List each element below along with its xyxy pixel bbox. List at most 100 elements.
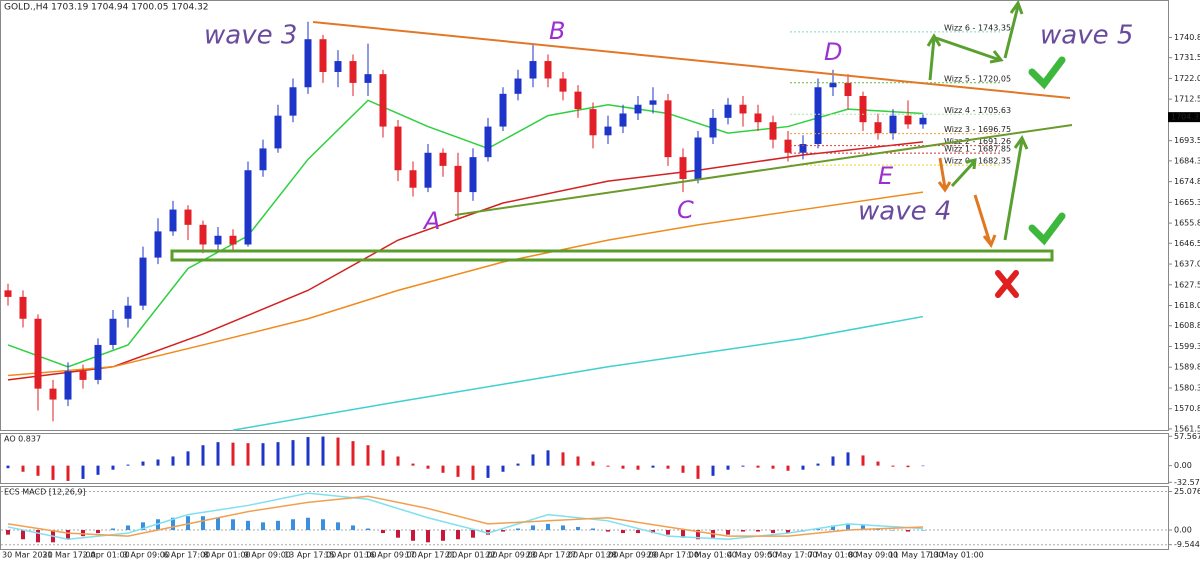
macd-bar — [96, 530, 100, 534]
x-tick-label: 29 Apr 17:00 — [647, 551, 699, 560]
annotation: wave 4 — [858, 197, 951, 227]
ao-bar — [501, 465, 505, 472]
y-tick-label: 1561.55 — [1174, 424, 1200, 433]
ao-bar — [171, 456, 175, 466]
macd-bar — [471, 530, 475, 538]
macd-bar — [831, 525, 835, 531]
macd-bar — [111, 528, 115, 531]
y-tick-label: 1731.55 — [1174, 53, 1200, 62]
wave-label: C — [677, 196, 694, 224]
macd-bar — [681, 530, 685, 538]
ao-bar — [621, 465, 625, 469]
ao-panel — [0, 433, 1169, 484]
macd-bar — [381, 530, 385, 534]
ao-bar — [36, 465, 40, 476]
macd-bar — [411, 530, 415, 541]
candle-body — [829, 82, 837, 88]
ao-bar — [531, 454, 535, 466]
ao-bar — [651, 465, 655, 468]
macd-bar — [306, 517, 310, 531]
ao-bar — [696, 465, 700, 479]
x-tick-label: 11 May 17:00 — [889, 551, 944, 560]
macd-bar — [546, 523, 550, 531]
macd-bar — [696, 530, 700, 540]
candle-body — [154, 231, 162, 258]
candle-body — [229, 235, 237, 245]
x-tick-label: 31 Mar 17:00 — [42, 551, 95, 560]
ao-bar — [921, 465, 925, 467]
candle-body — [439, 152, 447, 166]
x-tick-label: 7 May 01:00 — [808, 551, 858, 560]
ao-bar — [846, 452, 850, 466]
ao-bar — [111, 465, 115, 470]
price-tag-label: 1704.32 — [1171, 113, 1200, 122]
candle-body — [184, 209, 192, 225]
macd-bar — [621, 530, 625, 534]
candle-body — [304, 39, 312, 88]
macd-bar — [756, 530, 760, 532]
ao-bar — [861, 455, 865, 466]
macd-bar — [456, 530, 460, 540]
candle-body — [124, 305, 132, 319]
x-tick-label: 3 Apr 09:00 — [123, 551, 170, 560]
macd-bar — [771, 530, 775, 534]
macd-bar — [861, 525, 865, 531]
ao-bar — [231, 442, 235, 466]
macd-bar — [891, 530, 895, 531]
x-tick-label: 5 May 17:00 — [768, 551, 818, 560]
macd-bar — [666, 530, 670, 535]
y-tick-label: 1655.80 — [1174, 219, 1200, 228]
ao-bar — [891, 465, 895, 467]
x-tick-label: 21 Apr 01:00 — [445, 551, 497, 560]
ao-bar — [561, 452, 565, 466]
ao-bar — [636, 465, 640, 470]
ao-bar — [426, 465, 430, 469]
drawings — [170, 0, 1073, 298]
macd-bar — [231, 519, 235, 531]
ao-bar — [396, 456, 400, 466]
ao-bar — [516, 463, 520, 466]
candle-body — [529, 61, 537, 79]
y-tick-label: 1599.30 — [1174, 342, 1200, 351]
macd-bar — [561, 525, 565, 531]
candle-body — [919, 117, 927, 125]
x-tick-label: 15 Apr 01:00 — [324, 551, 376, 560]
ao-bar — [291, 440, 295, 466]
macd-bar — [246, 520, 250, 531]
ao-bar — [771, 465, 775, 469]
candle-body — [334, 61, 342, 72]
macd-bar — [396, 530, 400, 538]
macd-bar — [171, 517, 175, 531]
ao-bar — [246, 443, 250, 466]
macd-bar — [21, 530, 25, 540]
ao-bar — [336, 437, 340, 466]
ao-bar — [711, 465, 715, 476]
x-tick-label: 6 Apr 17:00 — [163, 551, 210, 560]
ao-bar — [351, 441, 355, 466]
ao-bar — [741, 465, 745, 467]
y-tick-label: 1637.05 — [1174, 260, 1200, 269]
candle-body — [259, 148, 267, 171]
candle-body — [499, 93, 507, 127]
candle-body — [904, 115, 912, 125]
macd-bar — [336, 522, 340, 531]
price-tag — [1168, 112, 1200, 123]
ao-bar — [906, 465, 910, 468]
x-tick-label: 9 Apr 09:00 — [244, 551, 291, 560]
wizz-label: Wizz 2 - 1691.26 — [944, 137, 1011, 146]
ao-bar — [201, 445, 205, 466]
candle-body — [484, 126, 492, 158]
ao-bar — [6, 465, 10, 469]
panel-title: ECS MACD [12,26,9] — [4, 488, 86, 497]
macd-bar — [216, 517, 220, 531]
arrows — [926, 0, 1029, 248]
ao-bar — [186, 451, 190, 466]
indicator-line — [7, 191, 924, 377]
candle-body — [724, 104, 732, 118]
candle-body — [814, 87, 822, 145]
macd-bar — [816, 528, 820, 531]
candle-body — [769, 122, 777, 140]
y-tick-label: 1589.80 — [1174, 363, 1200, 372]
panel-title: AO 0.837 — [4, 435, 41, 444]
macd-bar — [36, 530, 40, 543]
